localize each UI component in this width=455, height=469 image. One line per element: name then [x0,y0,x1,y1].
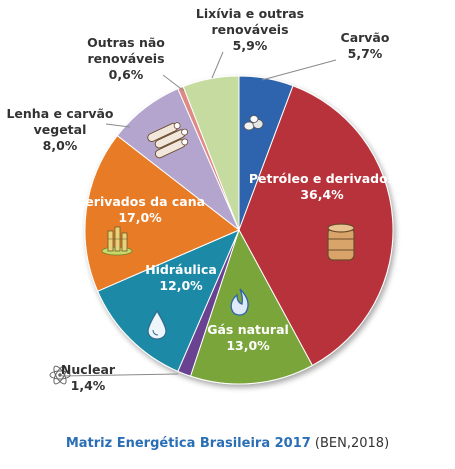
slice-name-8: renováveis [211,22,288,37]
slice-name-0: Carvão [341,30,390,45]
firewood-icon [147,122,189,159]
slice-label-1: Petróleo e derivados 36,4% [249,171,395,202]
slice-value-1: 36,4% [300,187,344,202]
slice-value-3: 1,4% [71,378,106,393]
slice-label-4: Hidráulica 12,0% [145,262,217,293]
leader-line-0 [261,59,337,81]
slice-icons [49,115,355,385]
slice-value-7: 0,6% [109,67,144,82]
pie-slice-1 [238,85,394,367]
leader-line-7 [162,74,185,92]
slice-name-4: Hidráulica [145,262,217,277]
slice-name-7: renováveis [87,51,164,66]
slice-name-7: Outras não [87,35,165,50]
slice-name-5: Derivados da cana [75,194,205,209]
oil-barrel-icon [327,223,355,261]
caption-title: Matriz Energética Brasileira 2017 [65,436,311,451]
slice-label-6: Lenha e carvão vegetal 8,0% [6,106,113,153]
slice-name-3: Nuclear [61,362,116,377]
pie-slice-2 [189,228,314,385]
slice-label-3: Nuclear 1,4% [61,362,116,393]
slice-label-8: Lixívia e outras renováveis 5,9% [196,6,304,53]
slice-value-8: 5,9% [233,38,268,53]
pie-chart: Carvão 5,7% Petróleo e derivados 36,4% Gás n… [6,6,395,393]
leader-line-6 [105,123,131,128]
water-drop-icon [147,309,167,340]
leader-line-8 [211,51,224,79]
pie-slice-4 [97,229,240,372]
slice-value-2: 13,0% [226,338,270,353]
slice-value-4: 12,0% [159,278,203,293]
slice-name-1: Petróleo e derivados [249,171,395,186]
slice-name-2: Gás natural [207,322,289,337]
slice-value-6: 8,0% [43,138,78,153]
slice-value-0: 5,7% [348,46,383,61]
slice-label-2: Gás natural 13,0% [207,322,289,353]
leader-line-3 [61,373,179,377]
slice-name-6: vegetal [34,122,87,137]
chart-caption: Matriz Energética Brasileira 2017 (BEN,2… [0,436,455,451]
caption-source: (BEN,2018) [310,436,390,451]
pie-slice-8 [182,75,240,231]
slice-name-6: Lenha e carvão [6,106,113,121]
slice-name-8: Lixívia e outras [196,6,304,21]
gas-flame-icon [230,288,249,316]
slice-label-7: Outras não renováveis 0,6% [87,35,165,82]
slice-label-5: Derivados da cana 17,0% [75,194,205,225]
atom-icon [49,365,71,385]
slice-label-0: Carvão 5,7% [341,30,390,61]
sugarcane-icon [101,226,133,256]
slice-value-5: 17,0% [118,210,162,225]
coal-icon [243,115,264,131]
